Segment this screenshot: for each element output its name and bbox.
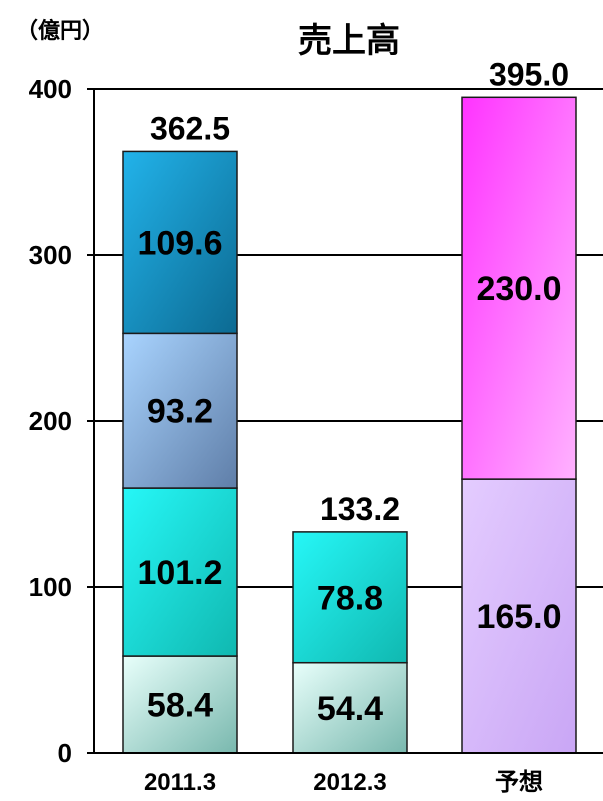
chart-title: 売上高: [298, 21, 400, 61]
bar-segment: [292, 661, 408, 754]
y-tick-label: 200: [29, 406, 72, 436]
bar-total-label: 362.5: [150, 110, 230, 146]
bar-segment: [122, 487, 238, 657]
bar-segment: [461, 96, 577, 480]
segment-value-label: 109.6: [137, 224, 222, 262]
unit-label: （億円）: [16, 18, 104, 44]
segment-value-label: 165.0: [476, 598, 561, 636]
segment-value-label: 78.8: [317, 579, 383, 617]
bar-segment: [292, 531, 408, 664]
bar-total-label: 395.0: [489, 56, 569, 92]
x-category-label: 予想: [495, 769, 543, 796]
bar-segment: [122, 655, 238, 754]
y-tick-label: 0: [58, 738, 72, 768]
segment-value-label: 101.2: [137, 554, 222, 592]
axes: [87, 88, 603, 754]
x-category-label: 2012.3: [313, 769, 386, 796]
x-category-label: 2011.3: [144, 769, 216, 796]
segment-value-label: 230.0: [476, 270, 561, 308]
bars: [122, 96, 577, 754]
segment-value-label: 93.2: [147, 393, 213, 431]
bar-total-label: 133.2: [320, 491, 400, 527]
y-tick-label: 300: [29, 240, 72, 270]
bar-segment: [461, 478, 577, 754]
bar-segment: [122, 332, 238, 489]
y-tick-label: 100: [29, 572, 72, 602]
segment-value-label: 54.4: [317, 690, 383, 728]
labels: 0 100 200 300 400 58.4 101.2 93.2 109.6 362.5 2011…: [29, 56, 569, 796]
bar-segment: [122, 150, 238, 335]
segment-value-label: 58.4: [147, 687, 213, 725]
y-tick-label: 400: [29, 74, 72, 104]
